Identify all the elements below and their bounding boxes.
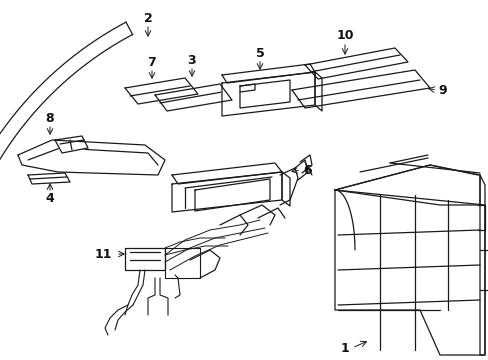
- Polygon shape: [305, 48, 407, 79]
- Polygon shape: [125, 248, 164, 270]
- Text: 5: 5: [255, 46, 264, 59]
- Polygon shape: [172, 172, 282, 212]
- Polygon shape: [334, 190, 484, 355]
- Polygon shape: [479, 175, 484, 355]
- Text: 11: 11: [94, 248, 112, 261]
- Polygon shape: [155, 84, 231, 111]
- Polygon shape: [125, 78, 198, 104]
- Text: 2: 2: [143, 12, 152, 24]
- Polygon shape: [314, 72, 321, 111]
- Polygon shape: [18, 140, 164, 175]
- Text: 9: 9: [438, 84, 447, 96]
- Polygon shape: [334, 165, 479, 205]
- Polygon shape: [222, 64, 314, 83]
- Polygon shape: [222, 72, 314, 116]
- Text: 3: 3: [187, 54, 196, 67]
- Text: 4: 4: [45, 192, 54, 204]
- Polygon shape: [28, 173, 70, 184]
- Polygon shape: [172, 163, 282, 184]
- Text: 7: 7: [147, 55, 156, 68]
- Text: 10: 10: [336, 28, 353, 41]
- Text: 8: 8: [45, 112, 54, 125]
- Text: 6: 6: [303, 163, 312, 176]
- Polygon shape: [55, 136, 88, 153]
- Text: 1: 1: [340, 342, 348, 355]
- Polygon shape: [282, 172, 289, 206]
- Polygon shape: [291, 70, 429, 108]
